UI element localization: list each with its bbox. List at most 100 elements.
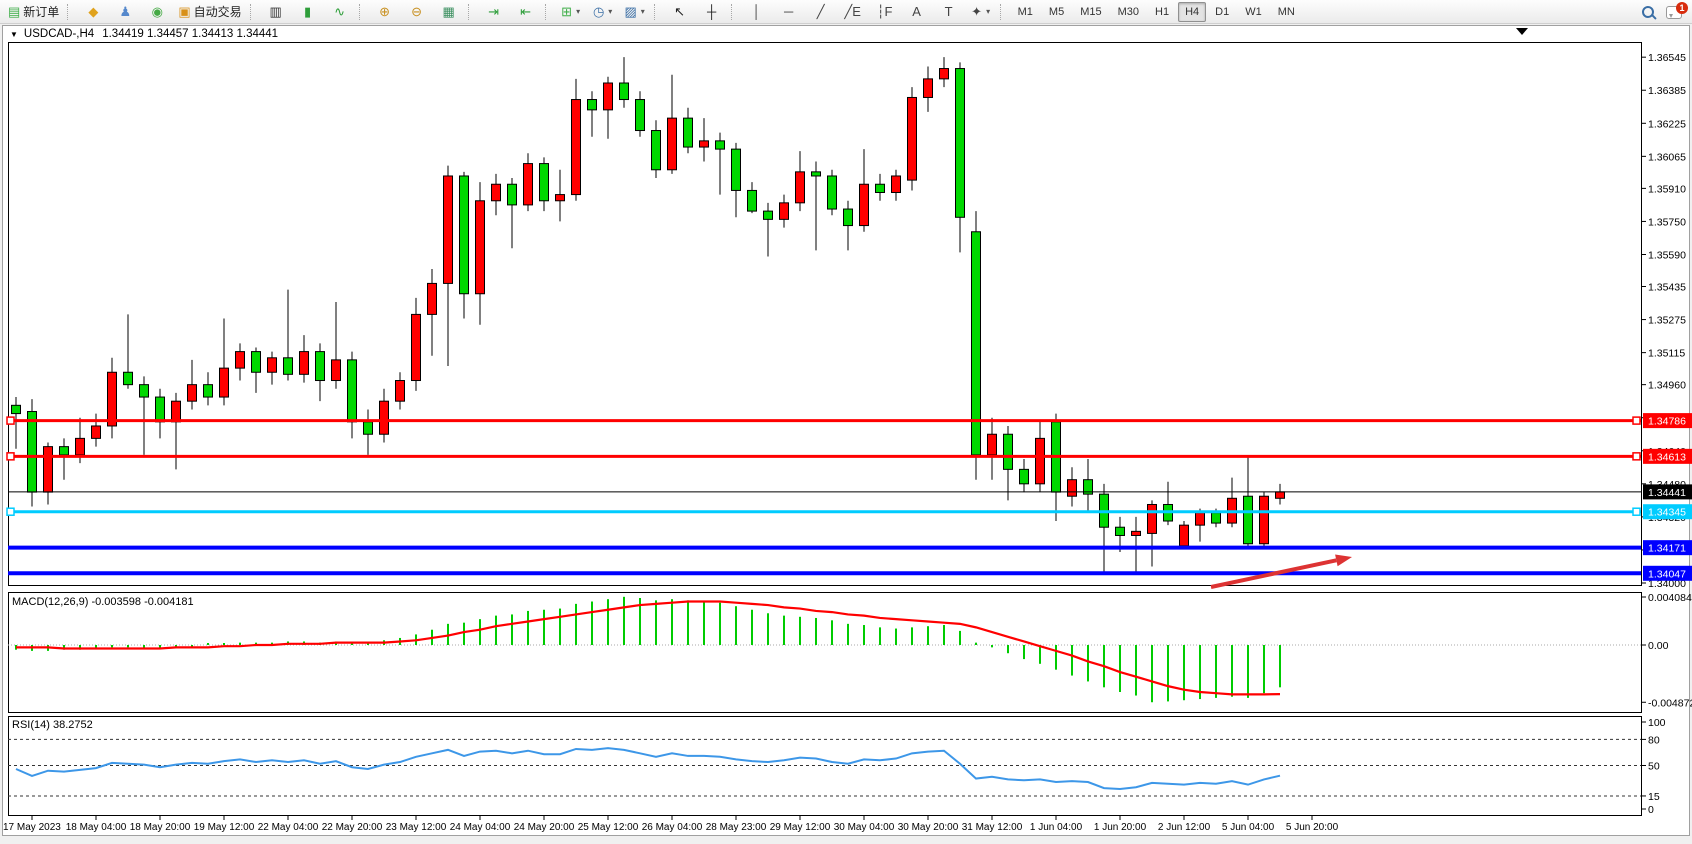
label-icon[interactable]: T [934,1,964,23]
price-tag [1643,504,1692,520]
trend-arrow-object[interactable] [1210,554,1352,589]
periods-icon[interactable]: ◷ ▾ [588,1,618,23]
candle [475,182,485,325]
templates-icon[interactable]: ▨ ▾ [620,1,650,23]
search-icon[interactable] [1642,6,1654,18]
timeframe-w1[interactable]: W1 [1245,5,1262,18]
channel-icon-glyph: ╱E [844,4,861,19]
charts-icon-glyph: ◆ [88,4,99,19]
candle [571,78,581,201]
candle [331,302,341,389]
line-anchor[interactable] [1632,507,1641,516]
candle [203,372,213,406]
price-tick-label: 1.35750 [1648,216,1686,228]
line-anchor[interactable] [1632,416,1641,425]
fibonacci-icon[interactable]: ┆F [870,1,900,23]
timeframe-m1[interactable]: M1 [1017,5,1033,18]
bar-chart-icon[interactable]: ▥ [261,1,291,23]
time-tick-label: 18 May 20:00 [130,822,191,833]
line-anchor[interactable] [6,507,15,516]
zoom-out-icon[interactable]: ⊖ [402,1,432,23]
candle-body [811,171,821,177]
line-anchor[interactable] [6,416,15,425]
shapes-icon[interactable]: ✦ ▾ [966,1,996,23]
candle [507,178,517,249]
notifications-icon[interactable]: 1 [1666,1,1688,19]
candle-body [379,400,389,435]
macd-indicator: MACD(12,26,9) -0.003598 -0.004181 0.00408… [8,592,1692,709]
candle-body [1275,491,1285,499]
candle-body [955,68,965,218]
timeframe-h4[interactable]: H4 [1178,1,1207,22]
market-watch-icon[interactable]: ♟ [110,1,140,23]
templates-icon-glyph: ▨ [624,4,637,19]
toolbar-separator [544,3,551,20]
dropdown-arrow-icon[interactable]: ▾ [640,7,645,16]
dropdown-arrow-icon[interactable]: ▾ [986,7,991,16]
time-tick-label: 26 May 04:00 [642,822,703,833]
usdcad-h4-chart[interactable]: ▼ USDCAD-,H4 1.34419 1.34457 1.34413 1.344… [0,24,1692,839]
rsi-label: RSI(14) 38.2752 [12,719,93,731]
dropdown-arrow-icon[interactable]: ▾ [608,7,613,16]
toolbar-right: 1 [1642,0,1688,24]
vertical-line-icon[interactable]: │ [742,1,772,23]
candlestick-chart-icon[interactable]: ▮ [293,1,323,23]
line-anchor[interactable] [6,452,15,461]
candle-body [987,433,997,456]
scroll-to-end-marker[interactable] [1516,28,1528,35]
time-tick-label: 24 May 20:00 [514,822,575,833]
dropdown-arrow-icon[interactable]: ▾ [576,7,581,16]
trendline-icon[interactable]: ╱ [806,1,836,23]
price-tick-label: 1.36225 [1648,118,1686,130]
text-icon[interactable]: A [902,1,932,23]
candle [539,157,549,212]
timeframe-m5[interactable]: M5 [1048,5,1065,18]
timeframe-m15[interactable]: M15 [1080,5,1102,18]
timeframe-mn[interactable]: MN [1277,5,1295,18]
auto-scroll-icon[interactable]: ⇥ [479,1,509,23]
candle-body [43,446,53,493]
candle-body [459,175,469,295]
algo-trading-button[interactable]: ▣ 自动交易 [174,1,245,23]
horizontal-line-icon[interactable]: ─ [774,1,804,23]
price-tick-label: 1.35590 [1648,249,1686,261]
timeframe-m30[interactable]: M30 [1117,5,1139,18]
channel-icon[interactable]: ╱E [838,1,868,23]
timeframe-d1[interactable]: D1 [1215,5,1230,18]
time-tick-label: 28 May 23:00 [706,822,767,833]
candle-body [171,400,181,423]
candle-body [443,175,453,284]
candle-body [875,183,885,194]
chart-shift-icon[interactable]: ⇤ [511,1,541,23]
tile-windows-icon[interactable]: ▦ [434,1,464,23]
time-tick-label: 1 Jun 20:00 [1094,822,1147,833]
candle [315,343,325,402]
line-anchor[interactable] [1632,452,1641,461]
toolbar-separator [358,3,365,20]
crosshair-icon[interactable]: ┼ [697,1,727,23]
toolbar-separator [653,3,660,20]
candle [779,194,789,228]
time-tick-label: 29 May 12:00 [770,822,831,833]
candle-body [1019,468,1029,485]
time-tick-label: 23 May 12:00 [386,822,447,833]
timeframe-h1[interactable]: H1 [1155,5,1170,18]
line-chart-icon[interactable]: ∿ [325,1,355,23]
cursor-icon[interactable]: ↖ [665,1,695,23]
candle [907,87,917,191]
price-tick-label: 1.34960 [1648,380,1686,392]
candle [459,171,469,319]
candle-body [203,384,213,398]
charts-icon[interactable]: ◆ [78,1,108,23]
signals-icon[interactable]: ◉ [142,1,172,23]
candle [187,359,197,410]
indicators-icon[interactable]: ⊞ ▾ [556,1,586,23]
new-order-button[interactable]: ▤ 新订单 [4,1,63,23]
candle-body [1259,495,1269,545]
candle [891,169,901,201]
zoom-in-icon[interactable]: ⊕ [370,1,400,23]
price-tick-label: 1.35910 [1648,183,1686,195]
candlestick-chart-icon-glyph: ▮ [304,4,312,19]
candle-body [1083,479,1093,495]
candle-body [155,396,165,423]
